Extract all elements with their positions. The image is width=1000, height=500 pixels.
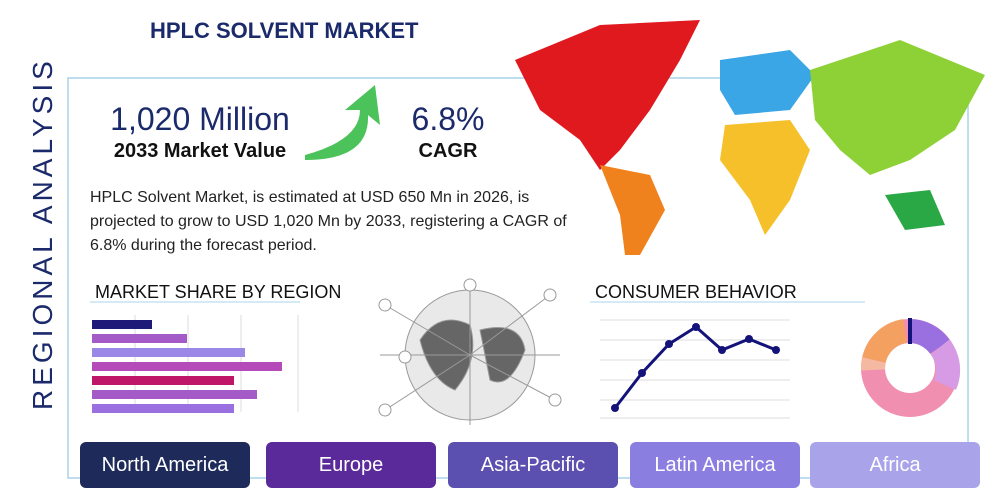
growth-arrow bbox=[305, 85, 380, 160]
region-button[interactable]: North America bbox=[80, 442, 250, 488]
side-title: REGIONAL ANALYSIS bbox=[27, 57, 58, 410]
title: HPLC SOLVENT MARKET bbox=[150, 18, 419, 43]
market-value: 1,020 Million bbox=[110, 101, 290, 137]
region-button[interactable]: Latin America bbox=[630, 442, 800, 488]
cagr: 6.8% bbox=[412, 101, 485, 137]
region-button[interactable]: Asia-Pacific bbox=[448, 442, 618, 488]
bar-illustration bbox=[92, 315, 299, 413]
line-illustration bbox=[600, 319, 790, 419]
world-map bbox=[515, 20, 985, 255]
market-value-label: 2033 Market Value bbox=[114, 140, 286, 162]
section-title: MARKET SHARE BY REGION bbox=[95, 282, 341, 302]
section-title: CONSUMER BEHAVIOR bbox=[595, 282, 797, 302]
donut-illustration bbox=[860, 318, 961, 417]
region-button[interactable]: Africa bbox=[810, 442, 980, 488]
cagr-label: CAGR bbox=[419, 140, 478, 162]
globe-illustration bbox=[378, 278, 562, 425]
description: HPLC Solvent Market, is estimated at USD… bbox=[90, 189, 567, 254]
region-button[interactable]: Europe bbox=[266, 442, 436, 488]
